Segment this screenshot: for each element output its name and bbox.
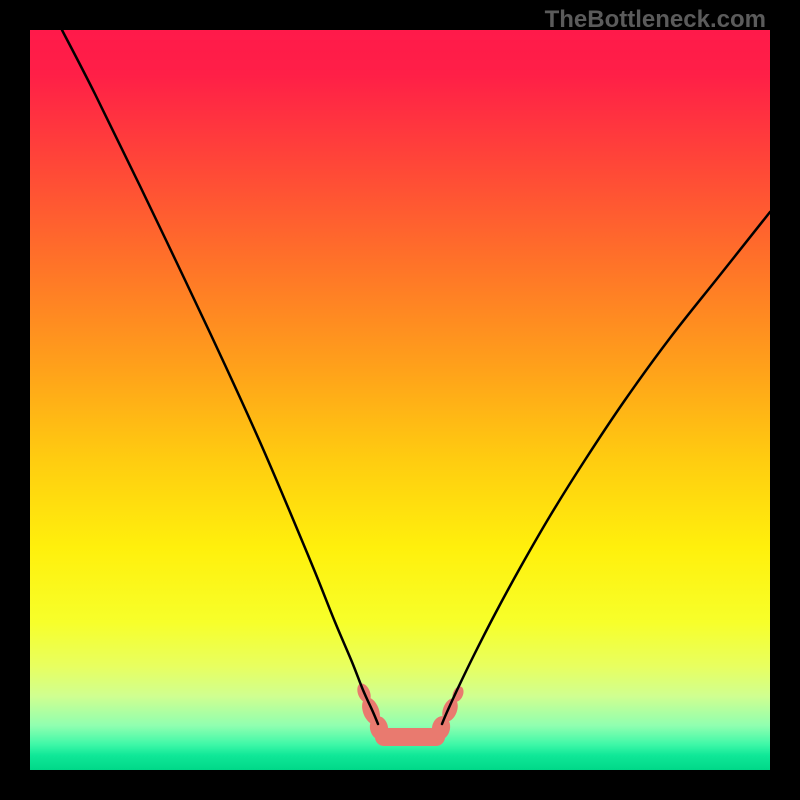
- chart-frame: TheBottleneck.com: [0, 0, 800, 800]
- curve-right: [442, 212, 770, 724]
- curve-left: [62, 30, 378, 724]
- watermark-text: TheBottleneck.com: [545, 6, 766, 34]
- bottom-marker: [355, 681, 466, 746]
- chart-svg: [0, 0, 800, 800]
